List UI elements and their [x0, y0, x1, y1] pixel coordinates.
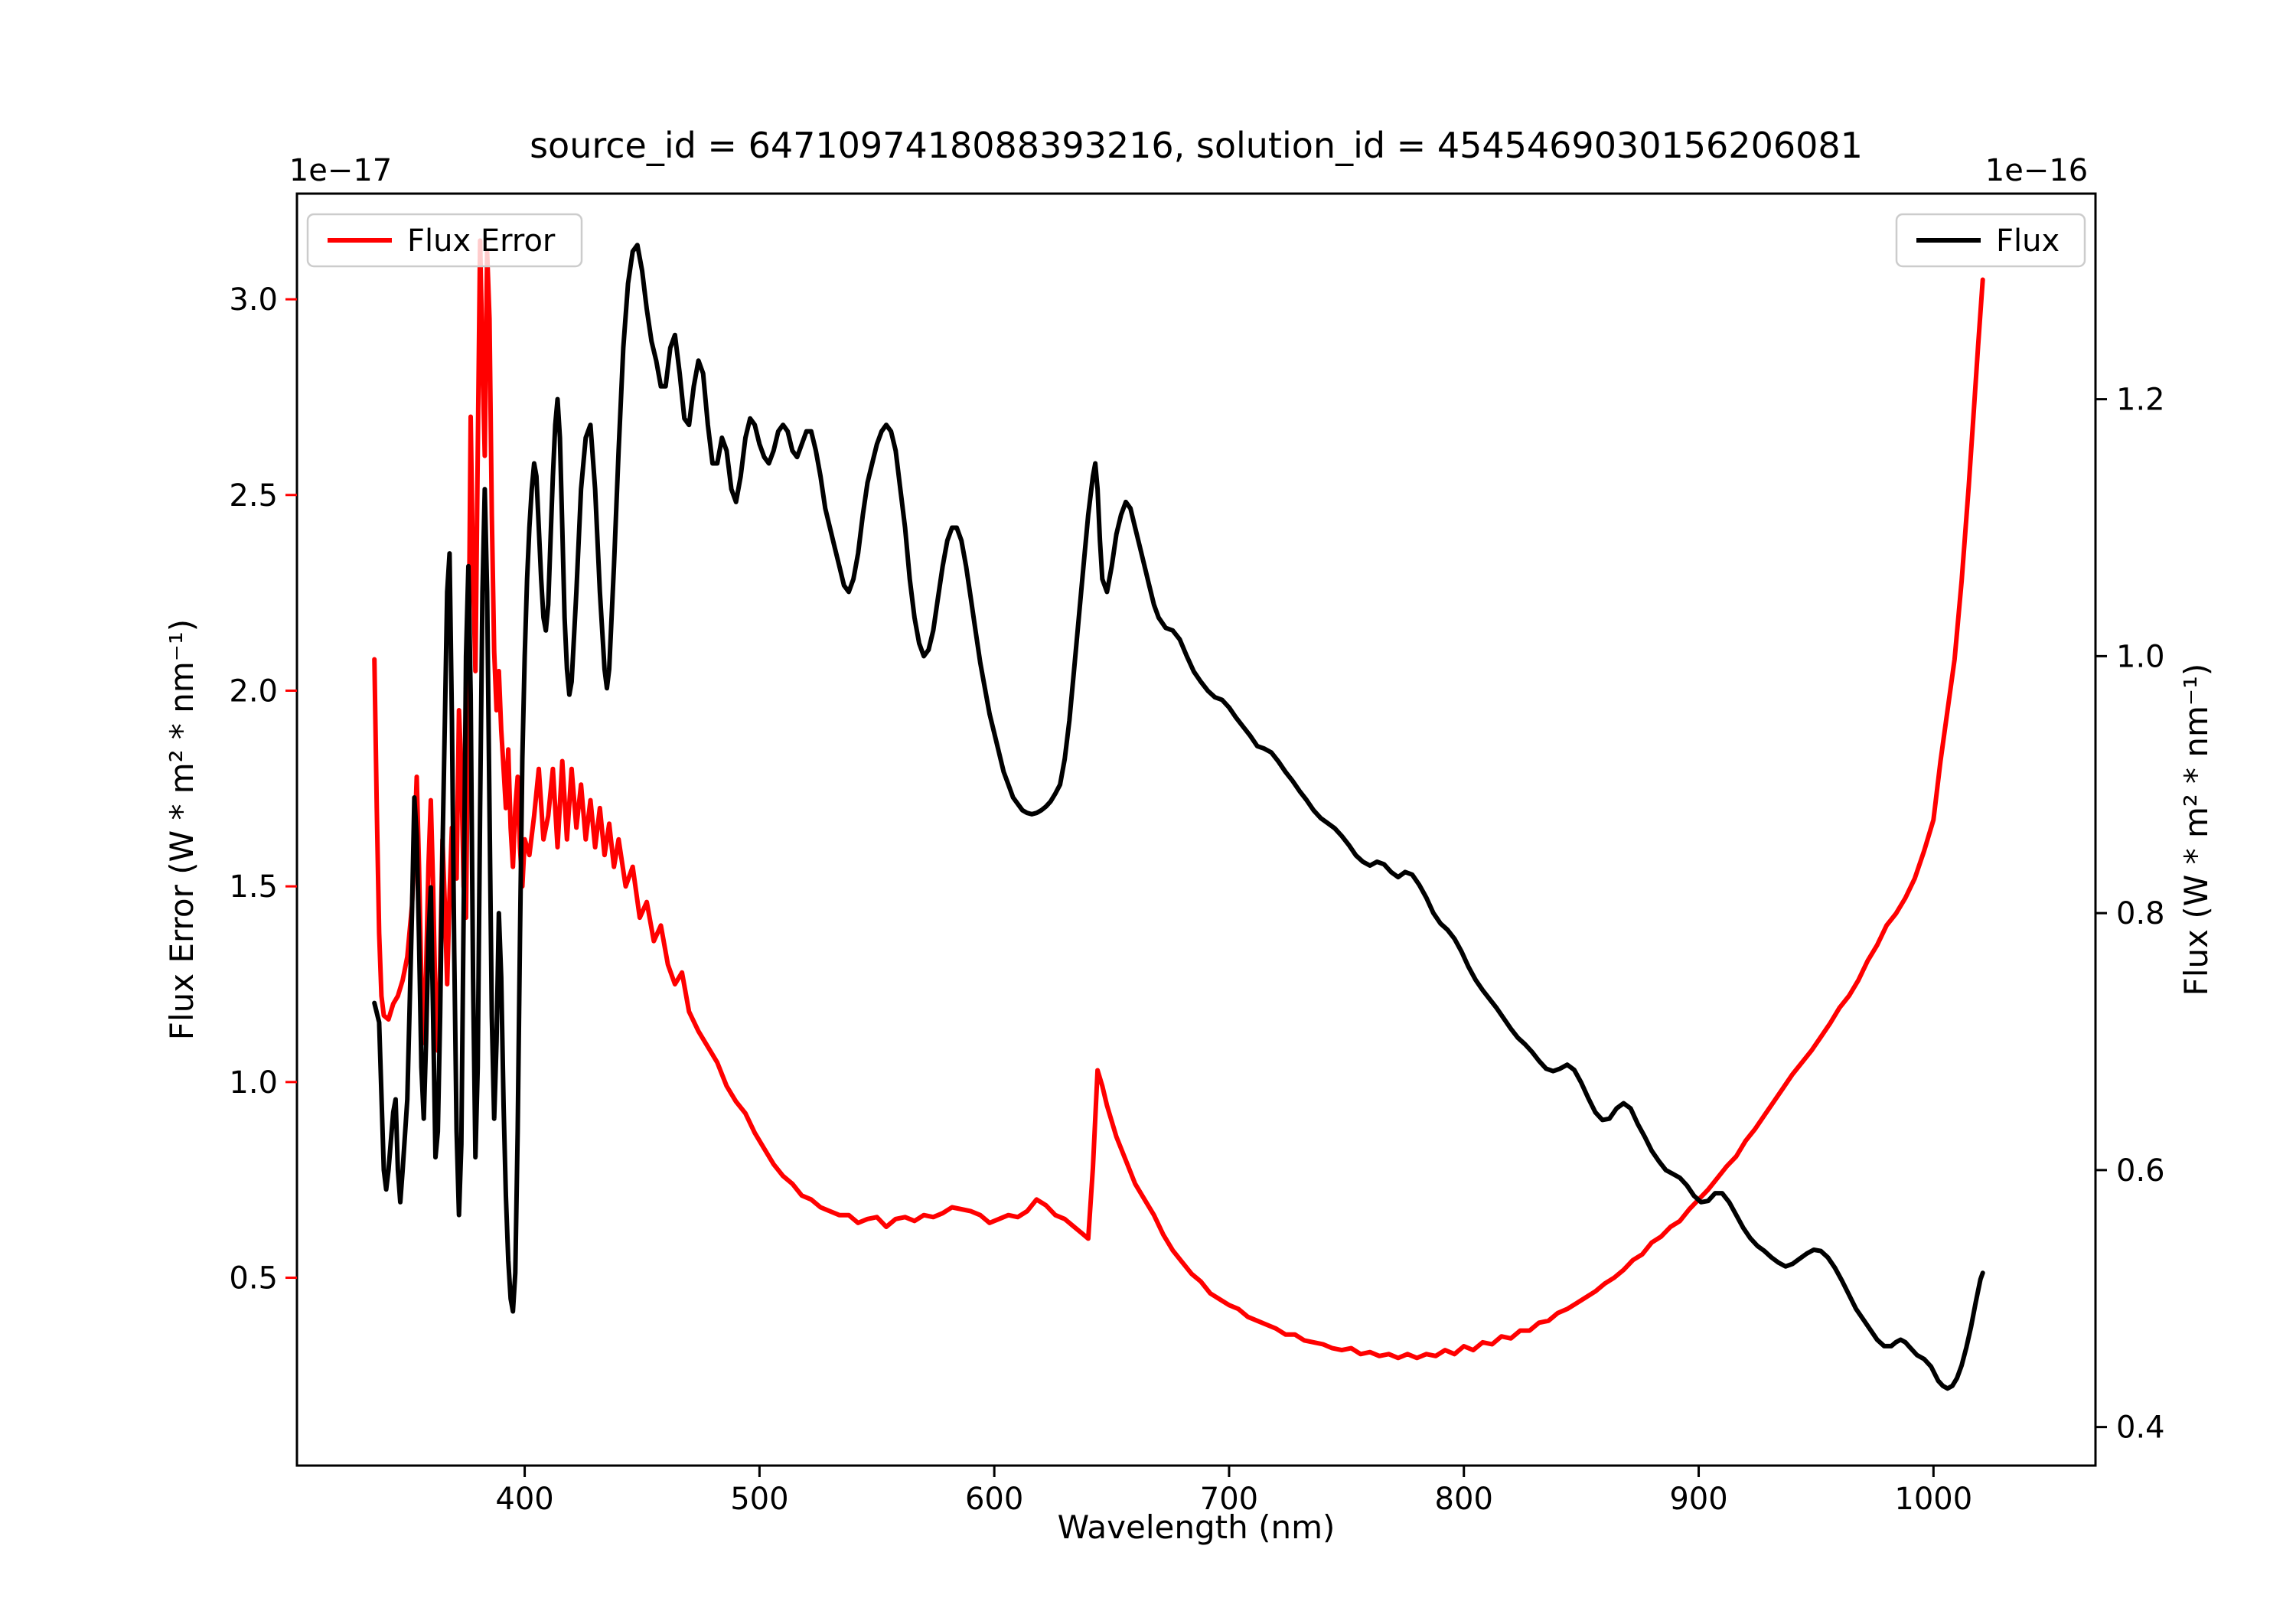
legend-flux-error: Flux Error — [306, 213, 583, 268]
left-axis-offset-text: 1e−17 — [289, 153, 392, 188]
x-tick-label: 600 — [965, 1482, 1023, 1517]
left-y-tick-label: 3.0 — [229, 282, 278, 318]
x-tick-label: 500 — [730, 1482, 788, 1517]
legend-flux-error-frame — [306, 213, 583, 268]
flux-line — [372, 243, 1985, 1391]
legend-flux: Flux — [1895, 213, 2086, 268]
right-y-tick-label: 0.4 — [2116, 1410, 2165, 1446]
x-tick-label: 1000 — [1894, 1482, 1972, 1517]
right-y-tick-label: 0.6 — [2116, 1153, 2165, 1189]
x-tick-label: 900 — [1669, 1482, 1727, 1517]
right-y-axis-label: Flux (W * m² * nm⁻¹) — [2177, 664, 2215, 996]
right-y-tick-label: 1.2 — [2116, 383, 2165, 418]
left-y-tick-label: 2.5 — [229, 478, 278, 514]
right-y-tick-label: 1.0 — [2116, 639, 2165, 674]
chart-title: source_id = 6471097418088393216, solutio… — [530, 125, 1863, 166]
axes-layer: 400 500 600 700 800 900 1000 0.5 1.0 1.5 2.0 2.5 3.0… — [229, 282, 2164, 1517]
legend-flux-frame — [1895, 213, 2086, 268]
right-y-tick-label: 0.8 — [2116, 896, 2165, 931]
legend-flux-error-label: Flux Error — [407, 223, 556, 259]
left-y-tick-label: 1.0 — [229, 1065, 278, 1101]
right-axis-offset-text: 1e−16 — [1985, 153, 2088, 188]
left-y-tick-label: 0.5 — [229, 1261, 278, 1296]
x-tick-label: 800 — [1435, 1482, 1493, 1517]
plot-border — [295, 192, 2097, 1467]
x-tick-label: 400 — [495, 1482, 553, 1517]
x-tick-label: 700 — [1200, 1482, 1258, 1517]
left-y-axis-label: Flux Error (W * m² * nm⁻¹) — [163, 619, 201, 1040]
curves-layer — [372, 238, 1985, 1391]
x-axis-label: Wavelength (nm) — [1058, 1508, 1336, 1546]
left-y-tick-label: 1.5 — [229, 869, 278, 905]
legend-flux-label: Flux — [1996, 223, 2060, 259]
flux-error-line — [372, 238, 1985, 1361]
left-y-tick-label: 2.0 — [229, 673, 278, 709]
